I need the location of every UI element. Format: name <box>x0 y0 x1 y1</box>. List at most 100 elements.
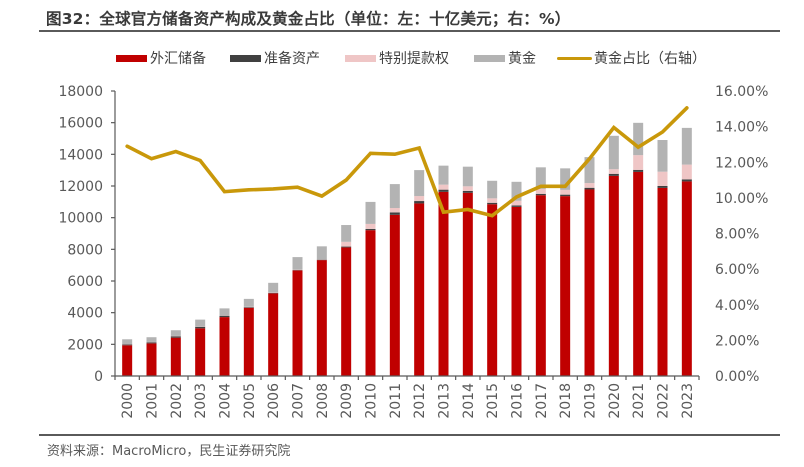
bar-fx-reserves-2009 <box>341 247 352 376</box>
x-tick-label-2016: 2016 <box>510 383 526 419</box>
right-y-tick-label: 16.00% <box>715 84 768 100</box>
bar-reserve-position-2003 <box>195 326 206 329</box>
x-tick-label-2006: 2006 <box>266 383 282 419</box>
source-divider <box>39 434 780 436</box>
bar-reserve-position-2001 <box>146 342 157 344</box>
bar-fx-reserves-2005 <box>243 307 254 376</box>
x-tick-label-2002: 2002 <box>169 383 185 419</box>
gold-share-line <box>125 106 689 218</box>
axes <box>111 90 700 380</box>
bar-gold-2012 <box>414 170 425 197</box>
bar-gold-2004 <box>219 308 230 316</box>
bar-fx-reserves-2004 <box>219 317 230 376</box>
legend-swatch-gold-share <box>557 56 592 60</box>
legend-swatch-gold <box>474 54 505 62</box>
legend-item-reserve-position: 准备资产 <box>230 48 320 68</box>
bar-gold-2015 <box>487 180 498 199</box>
bar-gold-2021 <box>633 122 644 156</box>
source-note: 资料来源：MacroMicro，民生证券研究院 <box>47 444 291 459</box>
bar-gold-2001 <box>146 337 157 342</box>
legend-label-sdr: 特别提款权 <box>379 51 449 67</box>
x-tick-label-2019: 2019 <box>583 383 599 419</box>
x-tick-label-2014: 2014 <box>461 383 477 419</box>
bar-fx-reserves-2011 <box>389 214 400 376</box>
bar-fx-reserves-2008 <box>316 260 327 376</box>
legend-item-fx-reserves: 外汇储备 <box>116 48 206 68</box>
left-y-tick-label: 12000 <box>58 179 103 195</box>
x-tick-label-2001: 2001 <box>145 383 161 419</box>
bar-fx-reserves-2020 <box>608 175 619 376</box>
bar-reserve-position-2019 <box>584 187 595 190</box>
x-tick-label-2004: 2004 <box>218 383 234 419</box>
bar-sdr-2015 <box>487 198 498 203</box>
bar-gold-2008 <box>316 246 327 260</box>
bar-sdr-2011 <box>389 208 400 213</box>
bar-gold-2020 <box>608 135 619 170</box>
x-tick-label-2008: 2008 <box>315 383 331 419</box>
bar-reserve-position-2012 <box>414 201 425 204</box>
bar-sdr-2021 <box>633 155 644 170</box>
bar-reserve-position-2013 <box>438 189 449 192</box>
bar-fx-reserves-2000 <box>122 345 133 376</box>
bar-fx-reserves-2003 <box>195 328 206 376</box>
legend-item-gold-share: 黄金占比（右轴） <box>557 48 706 68</box>
left-y-tick-label: 8000 <box>67 242 103 258</box>
x-tick-label-2009: 2009 <box>339 383 355 419</box>
bar-sdr-2020 <box>608 169 619 174</box>
bar-fx-reserves-2017 <box>535 195 546 376</box>
bar-gold-2013 <box>438 165 449 185</box>
tick-labels: 0 2000 4000 6000 8000 10000 12000 14000 16000 180… <box>58 84 768 419</box>
bar-reserve-position-2011 <box>389 212 400 215</box>
bar-sdr-2016 <box>511 200 522 206</box>
x-tick-label-2015: 2015 <box>485 383 501 419</box>
bar-reserve-position-2000 <box>122 344 133 346</box>
gold-share-line-group <box>125 106 689 218</box>
bar-fx-reserves-2015 <box>487 204 498 376</box>
right-y-tick-label: 8.00% <box>715 227 759 243</box>
bar-reserve-position-2005 <box>243 307 254 308</box>
bar-fx-reserves-2007 <box>292 270 303 376</box>
bar-reserve-position-2020 <box>608 173 619 176</box>
right-y-tick-label: 6.00% <box>715 262 759 278</box>
legend-label-gold-share: 黄金占比（右轴） <box>594 51 706 67</box>
legend-item-sdr: 特别提款权 <box>345 48 449 68</box>
bar-sdr-2017 <box>535 188 546 194</box>
x-tick-label-2010: 2010 <box>364 383 380 419</box>
x-tick-label-2011: 2011 <box>388 383 404 419</box>
legend-label-fx-reserves: 外汇储备 <box>150 51 206 67</box>
bar-sdr-2023 <box>681 164 692 180</box>
legend-swatch-fx-reserves <box>116 54 147 62</box>
bar-reserve-position-2022 <box>657 185 668 188</box>
bar-stacks <box>122 122 692 376</box>
bar-gold-2023 <box>681 127 692 165</box>
right-y-tick-label: 14.00% <box>715 120 768 136</box>
bar-sdr-2014 <box>462 186 473 191</box>
bar-fx-reserves-2019 <box>584 189 595 376</box>
bar-gold-2016 <box>511 181 522 201</box>
bar-reserve-position-2009 <box>341 246 352 248</box>
legend-item-gold: 黄金 <box>474 48 536 68</box>
bar-reserve-position-2002 <box>170 336 181 338</box>
left-y-tick-label: 6000 <box>67 274 103 290</box>
bar-reserve-position-2023 <box>681 179 692 182</box>
bar-sdr-2022 <box>657 171 668 186</box>
x-tick-label-2000: 2000 <box>120 383 136 419</box>
legend-label-reserve-position: 准备资产 <box>264 51 320 67</box>
bar-sdr-2009 <box>341 241 352 247</box>
left-y-tick-label: 16000 <box>58 116 103 132</box>
x-tick-label-2007: 2007 <box>291 383 307 419</box>
x-tick-label-2017: 2017 <box>534 383 550 419</box>
bar-reserve-position-2004 <box>219 315 230 318</box>
bar-gold-2000 <box>122 339 133 345</box>
x-tick-label-2018: 2018 <box>558 383 574 419</box>
right-y-tick-label: 2.00% <box>715 333 759 349</box>
bar-reserve-position-2016 <box>511 205 522 207</box>
bar-reserve-position-2021 <box>633 169 644 172</box>
bar-gold-2002 <box>170 330 181 336</box>
x-tick-label-2013: 2013 <box>437 383 453 419</box>
x-tick-label-2023: 2023 <box>680 383 696 419</box>
bar-reserve-position-2017 <box>535 193 546 196</box>
bar-reserve-position-2015 <box>487 202 498 205</box>
bar-fx-reserves-2023 <box>681 181 692 376</box>
